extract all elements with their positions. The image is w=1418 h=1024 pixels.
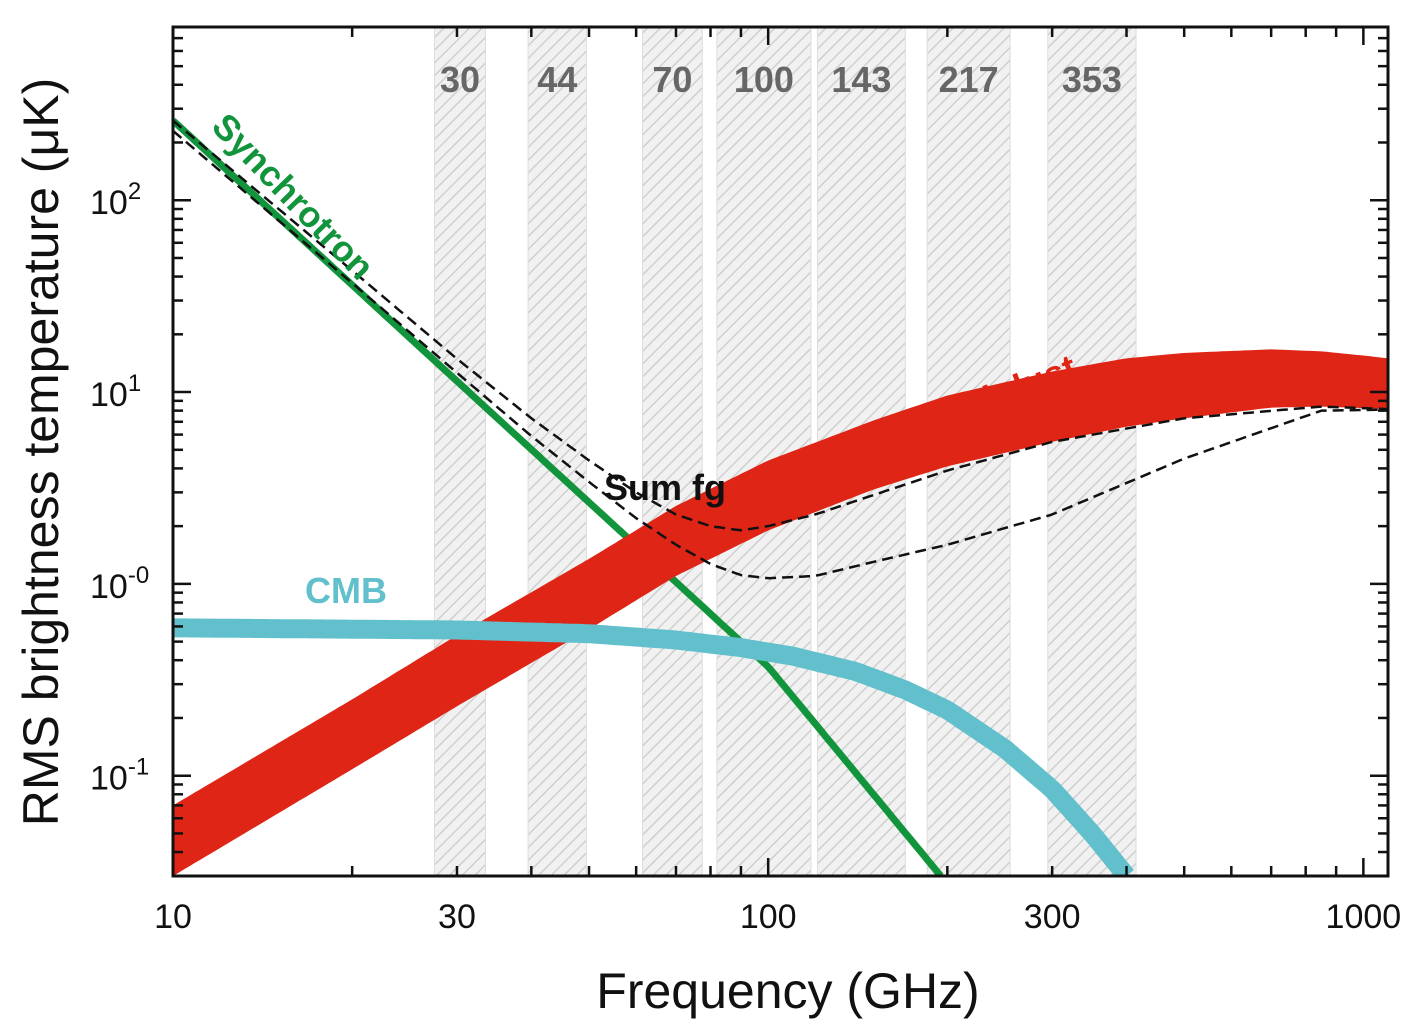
frequency-band-labels: 30 44 70 100 143 217 353 (440, 59, 1122, 100)
plot-frame (171, 25, 1390, 878)
band-353-label: 353 (1062, 59, 1122, 100)
synchrotron-label: Synchrotron (204, 105, 382, 287)
band-30-label: 30 (440, 59, 480, 100)
x-tick-label-100: 100 (740, 898, 797, 936)
y-tick-label-2: 102 (90, 178, 141, 222)
x-axis-title: Frequency (GHz) (596, 963, 979, 1019)
sum-fg-lower-curve (173, 129, 1388, 580)
cmb-curve (173, 618, 1134, 876)
x-tick-label-10: 10 (154, 898, 192, 936)
sum-fg-label: Sum fg (604, 467, 726, 508)
x-tick-label-30: 30 (438, 898, 476, 936)
y-tick-label--1: 10-1 (90, 754, 149, 798)
band-70-label: 70 (652, 59, 692, 100)
x-tick-label-300: 300 (1024, 898, 1081, 936)
synchrotron-curve (173, 118, 944, 876)
cmb-label: CMB (305, 570, 387, 611)
y-tick-label-1: 101 (90, 370, 141, 414)
y-tick-labels: 102 101 10-0 10-1 (90, 178, 149, 797)
band-217-label: 217 (939, 59, 999, 100)
axis-ticks (171, 25, 1388, 878)
frequency-bands (433, 26, 1137, 877)
band-30-region (433, 26, 486, 877)
y-axis-title: RMS brightness temperature (μK) (13, 78, 69, 827)
band-100-label: 100 (734, 59, 794, 100)
curves (173, 118, 1388, 876)
sum-fg-upper-curve (173, 119, 1388, 532)
thermal-dust-band (173, 349, 1388, 876)
band-44-label: 44 (537, 59, 577, 100)
band-70-region (642, 26, 703, 877)
y-tick-label--0: 10-0 (90, 562, 149, 606)
band-353-region (1047, 26, 1137, 877)
band-143-label: 143 (831, 59, 891, 100)
x-tick-label-1000: 1000 (1326, 898, 1402, 936)
x-tick-labels: 10 30 100 300 1000 (154, 898, 1401, 936)
